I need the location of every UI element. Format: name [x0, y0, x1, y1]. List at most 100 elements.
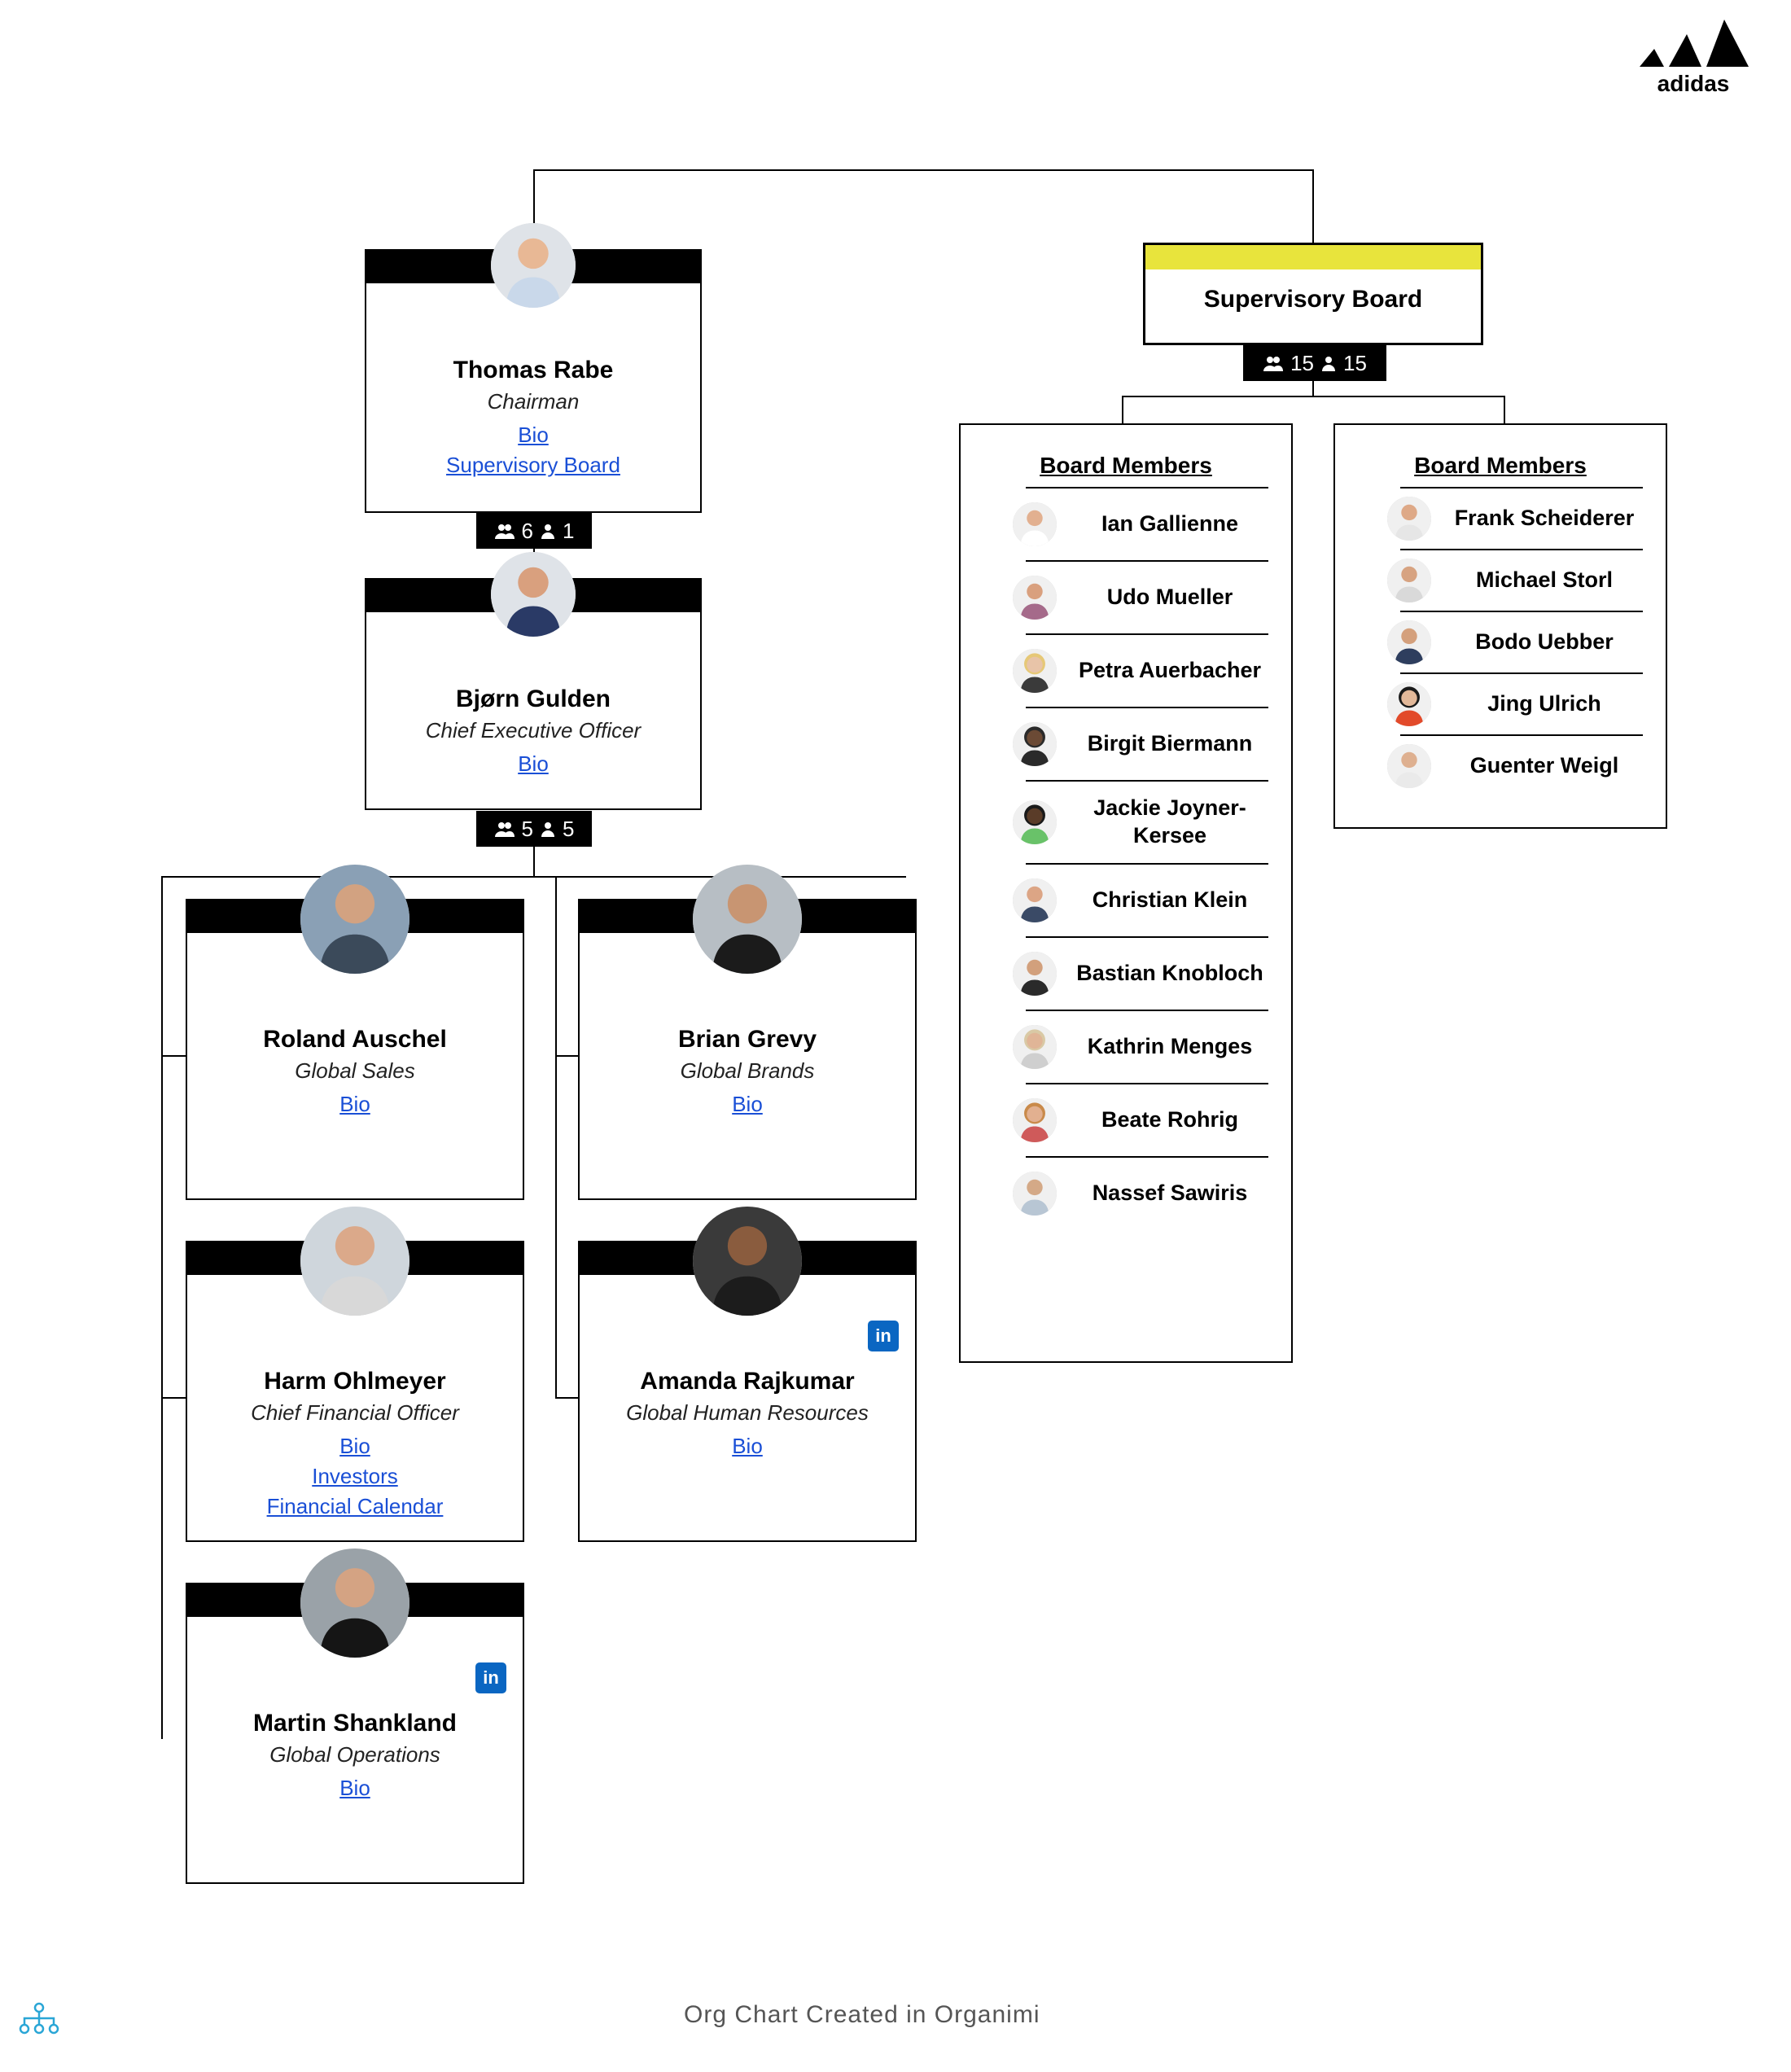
avatar — [693, 865, 802, 974]
connector — [533, 847, 535, 876]
link[interactable]: Bio — [187, 1434, 523, 1459]
card-exec: Roland Auschel Global Sales Bio — [186, 899, 524, 1200]
board-member-row: Frank Scheiderer — [1400, 487, 1643, 549]
single-count: 1 — [563, 519, 574, 544]
avatar — [300, 865, 409, 974]
connector — [161, 876, 906, 878]
link[interactable]: Bio — [580, 1434, 915, 1459]
person-title: Chief Financial Officer — [187, 1400, 523, 1426]
member-name: Michael Storl — [1446, 567, 1643, 594]
card-exec: Brian Grevy Global Brands Bio — [578, 899, 917, 1200]
group-icon — [494, 523, 515, 539]
member-name: Nassef Sawiris — [1071, 1180, 1268, 1207]
connector — [161, 1055, 186, 1057]
board-label: Supervisory Board — [1145, 269, 1481, 335]
avatar — [1013, 878, 1057, 922]
board-member-row: Beate Rohrig — [1026, 1083, 1268, 1156]
board-members-panel-left: Board Members Ian Gallienne Udo Mueller … — [959, 423, 1293, 1363]
avatar — [1013, 1025, 1057, 1069]
connector — [533, 169, 1313, 171]
connector — [555, 876, 557, 1055]
avatar — [1387, 559, 1431, 602]
headcount-pill: 5 5 — [476, 811, 592, 847]
avatar — [1013, 952, 1057, 996]
brand-name: adidas — [1657, 71, 1730, 96]
board-member-row: Kathrin Menges — [1026, 1010, 1268, 1083]
person-name: Amanda Rajkumar — [580, 1368, 915, 1395]
connector — [555, 1055, 580, 1057]
linkedin-icon[interactable]: in — [868, 1321, 899, 1351]
avatar — [1013, 722, 1057, 766]
avatar — [1387, 620, 1431, 664]
avatar — [1013, 649, 1057, 693]
connector — [161, 1397, 163, 1739]
supervisory-board-box: Supervisory Board — [1143, 243, 1483, 345]
org-chart-canvas: adidas Thomas Rabe Chairman Bio Supervis… — [0, 0, 1791, 2072]
person-name: Brian Grevy — [580, 1026, 915, 1054]
member-name: Udo Mueller — [1071, 584, 1268, 611]
card-exec: in Amanda Rajkumar Global Human Resource… — [578, 1241, 917, 1542]
link[interactable]: Investors — [187, 1464, 523, 1489]
person-name: Thomas Rabe — [366, 357, 700, 384]
headcount-pill: 15 15 — [1243, 345, 1386, 381]
card-ceo: Bjørn Gulden Chief Executive Officer Bio — [365, 578, 702, 810]
connector — [1312, 381, 1314, 396]
person-name: Harm Ohlmeyer — [187, 1368, 523, 1395]
person-name: Roland Auschel — [187, 1026, 523, 1054]
link[interactable]: Financial Calendar — [187, 1494, 523, 1519]
person-title: Global Sales — [187, 1058, 523, 1084]
member-name: Jackie Joyner-Kersee — [1071, 795, 1268, 850]
avatar — [300, 1207, 409, 1316]
member-name: Bodo Uebber — [1446, 629, 1643, 656]
supervisory-board-link[interactable]: Supervisory Board — [366, 453, 700, 478]
board-member-row: Michael Storl — [1400, 549, 1643, 611]
person-title: Chairman — [366, 389, 700, 414]
avatar — [300, 1549, 409, 1658]
connector — [555, 1397, 580, 1399]
connector — [161, 1055, 163, 1397]
member-name: Guenter Weigl — [1446, 752, 1643, 780]
board-member-row: Bastian Knobloch — [1026, 936, 1268, 1010]
avatar — [1013, 502, 1057, 546]
connector — [1504, 396, 1505, 425]
bio-link[interactable]: Bio — [366, 423, 700, 448]
link[interactable]: Bio — [580, 1092, 915, 1117]
avatar — [1013, 1098, 1057, 1142]
bio-link[interactable]: Bio — [366, 751, 700, 777]
avatar — [1387, 497, 1431, 541]
card-chairman: Thomas Rabe Chairman Bio Supervisory Boa… — [365, 249, 702, 513]
panel-heading: Board Members — [1358, 453, 1643, 479]
avatar — [491, 223, 576, 308]
link[interactable]: Bio — [187, 1776, 523, 1801]
avatar — [1013, 576, 1057, 620]
board-members-panel-right: Board Members Frank Scheiderer Michael S… — [1333, 423, 1667, 829]
member-name: Bastian Knobloch — [1071, 960, 1268, 988]
person-title: Global Operations — [187, 1742, 523, 1768]
member-name: Ian Gallienne — [1071, 510, 1268, 538]
member-name: Petra Auerbacher — [1071, 657, 1268, 685]
person-title: Global Brands — [580, 1058, 915, 1084]
person-name: Bjørn Gulden — [366, 686, 700, 713]
board-member-row: Ian Gallienne — [1026, 487, 1268, 560]
board-member-row: Petra Auerbacher — [1026, 633, 1268, 707]
connector — [161, 876, 163, 1055]
group-count: 5 — [522, 817, 533, 842]
person-icon — [540, 523, 556, 539]
member-name: Birgit Biermann — [1071, 730, 1268, 758]
member-name: Christian Klein — [1071, 887, 1268, 914]
connector — [555, 1055, 557, 1397]
avatar — [1387, 744, 1431, 788]
person-icon — [540, 821, 556, 837]
board-member-row: Christian Klein — [1026, 863, 1268, 936]
single-count: 15 — [1343, 351, 1367, 376]
brand-logo: adidas — [1628, 10, 1758, 103]
connector — [1122, 396, 1123, 425]
member-name: Kathrin Menges — [1071, 1033, 1268, 1061]
avatar — [1013, 800, 1057, 844]
link[interactable]: Bio — [187, 1092, 523, 1117]
board-member-row: Bodo Uebber — [1400, 611, 1643, 672]
group-count: 15 — [1290, 351, 1314, 376]
avatar — [491, 552, 576, 637]
footer-attribution: Org Chart Created in Organimi — [684, 2001, 1040, 2029]
linkedin-icon[interactable]: in — [475, 1662, 506, 1693]
